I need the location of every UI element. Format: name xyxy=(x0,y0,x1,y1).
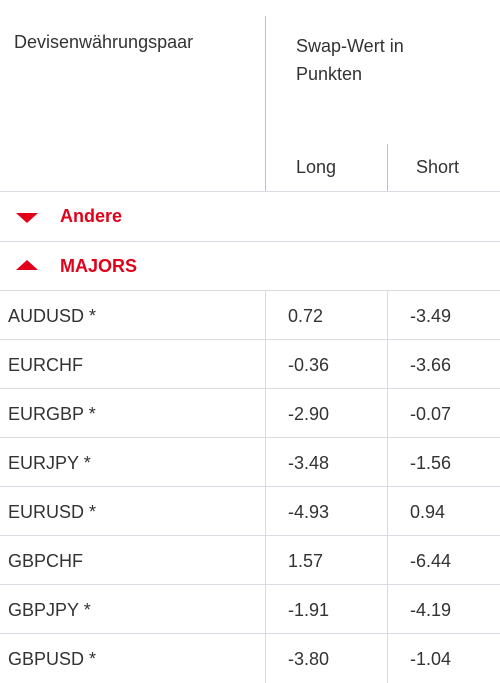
short-value-cell: -3.49 xyxy=(410,306,452,326)
header-divider xyxy=(265,16,266,191)
short-value-cell: 0.94 xyxy=(410,502,446,522)
column-divider xyxy=(265,438,266,487)
long-value-cell: 1.57 xyxy=(288,551,324,571)
group-toggle-andere[interactable]: Andere xyxy=(0,192,500,241)
row-divider xyxy=(0,535,500,536)
currency-pair-cell: GBPCHF xyxy=(8,551,84,571)
column-divider xyxy=(265,585,266,634)
table-row: GBPUSD * -3.80 -1.04 xyxy=(0,634,500,683)
short-value-cell: -1.04 xyxy=(410,649,452,669)
short-value-cell: -3.66 xyxy=(410,355,452,375)
group-toggle-majors[interactable]: MAJORS xyxy=(0,242,500,291)
caret-up-icon xyxy=(16,260,38,270)
table-row: GBPCHF 1.57 -6.44 xyxy=(0,536,500,585)
long-value-cell: -0.36 xyxy=(288,355,330,375)
header-subdivider xyxy=(387,144,388,191)
pair-column-header: Devisenwährungspaar xyxy=(14,32,194,52)
table-row: GBPJPY * -1.91 -4.19 xyxy=(0,585,500,634)
column-divider xyxy=(265,291,266,340)
row-divider xyxy=(0,437,500,438)
currency-pair-cell: EURGBP * xyxy=(8,404,96,424)
table-row: EURUSD * -4.93 0.94 xyxy=(0,487,500,536)
currency-pair-cell: GBPJPY * xyxy=(8,600,91,620)
currency-pair-cell: EURJPY * xyxy=(8,453,91,473)
short-value-cell: -1.56 xyxy=(410,453,452,473)
column-divider xyxy=(387,536,388,585)
long-value-cell: -3.48 xyxy=(288,453,330,473)
column-divider xyxy=(387,487,388,536)
table-row: AUDUSD * 0.72 -3.49 xyxy=(0,291,500,340)
column-divider xyxy=(265,340,266,389)
short-column-header: Short xyxy=(416,157,460,177)
short-value-cell: -4.19 xyxy=(410,600,452,620)
currency-pair-cell: EURUSD * xyxy=(8,502,97,522)
row-divider xyxy=(0,388,500,389)
long-column-header: Long xyxy=(296,157,337,177)
currency-pair-cell: GBPUSD * xyxy=(8,649,97,669)
column-divider xyxy=(387,634,388,683)
long-value-cell: -4.93 xyxy=(288,502,330,522)
long-value-cell: 0.72 xyxy=(288,306,324,326)
table-header: Devisenwährungspaar Swap-Wert in Punkten… xyxy=(0,0,500,191)
column-divider xyxy=(265,536,266,585)
row-divider xyxy=(0,290,500,291)
table-row: EURGBP * -2.90 -0.07 xyxy=(0,389,500,438)
column-divider xyxy=(387,389,388,438)
column-divider xyxy=(387,585,388,634)
column-divider xyxy=(265,389,266,438)
long-value-cell: -2.90 xyxy=(288,404,330,424)
currency-pair-cell: EURCHF xyxy=(8,355,83,375)
currency-pair-cell: AUDUSD * xyxy=(8,306,97,326)
header-bottom-line xyxy=(0,191,500,192)
row-divider xyxy=(0,633,500,634)
swap-column-header: Swap-Wert in Punkten xyxy=(296,36,404,84)
column-divider xyxy=(265,634,266,683)
column-divider xyxy=(265,487,266,536)
group-label-andere: Andere xyxy=(60,206,123,226)
long-value-cell: -3.80 xyxy=(288,649,330,669)
row-divider xyxy=(0,241,500,242)
short-value-cell: -0.07 xyxy=(410,404,452,424)
table-row: EURJPY * -3.48 -1.56 xyxy=(0,438,500,487)
column-divider xyxy=(387,340,388,389)
row-divider xyxy=(0,486,500,487)
short-value-cell: -6.44 xyxy=(410,551,452,571)
column-divider xyxy=(387,291,388,340)
table-row: EURCHF -0.36 -3.66 xyxy=(0,340,500,389)
long-value-cell: -1.91 xyxy=(288,600,330,620)
group-label-majors: MAJORS xyxy=(60,256,138,276)
caret-down-icon xyxy=(16,213,38,223)
row-divider xyxy=(0,339,500,340)
column-divider xyxy=(387,438,388,487)
row-divider xyxy=(0,584,500,585)
